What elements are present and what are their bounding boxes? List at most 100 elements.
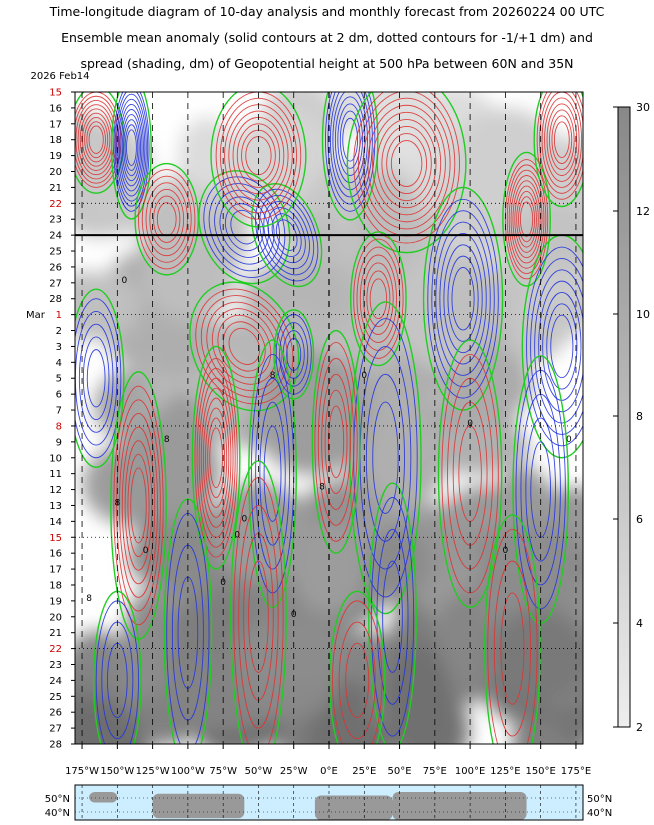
negative-contour [534,269,583,424]
contour-label: 0 [220,578,226,588]
positive-contour [510,175,543,264]
negative-contour [435,221,491,376]
x-tick-label: 75°W [209,766,237,777]
map-lat-label-left-1: 50°N [45,794,70,805]
y-tick-label: 16 [49,103,62,114]
y-tick-label: 2 [56,326,62,337]
y-tick-label: 19 [49,596,62,607]
positive-contour [207,417,226,498]
positive-contour [376,118,437,209]
land-mass [392,792,527,820]
spread-blob [365,525,430,603]
contour-label: 0 [143,546,149,556]
negative-contour [259,194,315,276]
colorbar-tick-label: 2 [636,721,643,734]
positive-contour [127,453,150,558]
y-tick-label: 26 [49,708,62,719]
positive-contour [551,115,573,165]
negative-contour [279,322,309,387]
positive-contour [217,314,272,379]
positive-contour [345,642,370,718]
y-tick-label: 10 [49,453,62,464]
zero-contour [311,329,361,554]
y-tick-label: 23 [49,215,62,226]
colorbar: 2 4 6 8 10 12 30 [613,101,650,734]
y-tick-label: 28 [49,294,62,305]
contour-label: 0 [291,610,297,620]
negative-contour [530,257,583,435]
y-tick-label: 5 [56,374,62,385]
colorbar-tick-label: 12 [636,205,650,218]
positive-contour [205,407,228,508]
contour-label: 0 [361,371,367,381]
y-tick-label: 24 [49,231,62,242]
negative-contour [116,93,147,202]
negative-contour [75,298,122,459]
negative-contour [325,92,376,212]
positive-contour [75,95,120,184]
positive-contour [238,505,279,729]
negative-contour [126,129,137,166]
zero-contour [484,514,541,744]
positive-contour [536,92,583,200]
colorbar-tick-label: 10 [636,308,650,321]
spread-blob [488,607,583,700]
spread-blob [421,422,531,475]
negative-contour [117,98,146,197]
positive-contour [130,467,147,544]
positive-contour [390,140,423,187]
negative-contour [114,92,149,207]
y-tick-label: 22 [49,644,62,655]
contour-label: 0 [503,546,509,556]
zero-contour [321,92,379,221]
y-tick-label: 1 [56,310,62,321]
negative-contour [86,349,106,408]
x-tick-label: 25°W [280,766,308,777]
y-tick-label: 27 [49,724,62,735]
spread-blob [248,111,330,191]
positive-contour [149,188,185,250]
positive-contour [506,164,547,275]
map-lat-label-right-1: 50°N [587,794,612,805]
y-month-label: Mar [26,310,46,321]
positive-contour [362,97,451,230]
positive-contour [200,387,232,528]
y-tick-label: 21 [49,183,62,194]
contour-label: 8 [114,498,120,508]
spread-blob [144,236,236,321]
positive-contour [338,621,376,740]
y-tick-label: 18 [49,580,62,591]
negative-contour [263,425,282,522]
y-axis: 2026 Feb14 15161718192021222324252627281… [26,71,90,751]
x-tick-label: 125°W [136,766,170,777]
negative-contour [120,109,143,187]
positive-contour [248,560,269,673]
negative-contour [365,373,405,542]
map-lat-label-right-2: 40°N [587,808,612,819]
positive-contour [118,413,158,598]
zero-contour [502,151,551,287]
negative-contour [275,219,298,251]
contour-label: 0 [122,276,128,286]
negative-contour [526,246,583,447]
negative-contour [427,198,499,399]
positive-contour [549,109,575,170]
negative-contour [342,117,359,162]
positive-contour [367,104,446,223]
contour-label: 8 [319,483,325,493]
positive-contour [516,190,537,248]
y-tick-label: 22 [49,199,62,210]
positive-contour [386,133,428,195]
y-tick-label: 17 [49,565,62,576]
positive-contour [84,116,109,163]
y-tick-label: 6 [56,390,62,401]
positive-contour [86,121,106,159]
negative-contour [431,210,495,388]
positive-contour [541,92,583,188]
negative-contour [538,280,583,413]
positive-contour [321,373,351,510]
negative-contour [439,232,487,365]
negative-contour [550,314,574,379]
positive-contour [518,196,536,243]
